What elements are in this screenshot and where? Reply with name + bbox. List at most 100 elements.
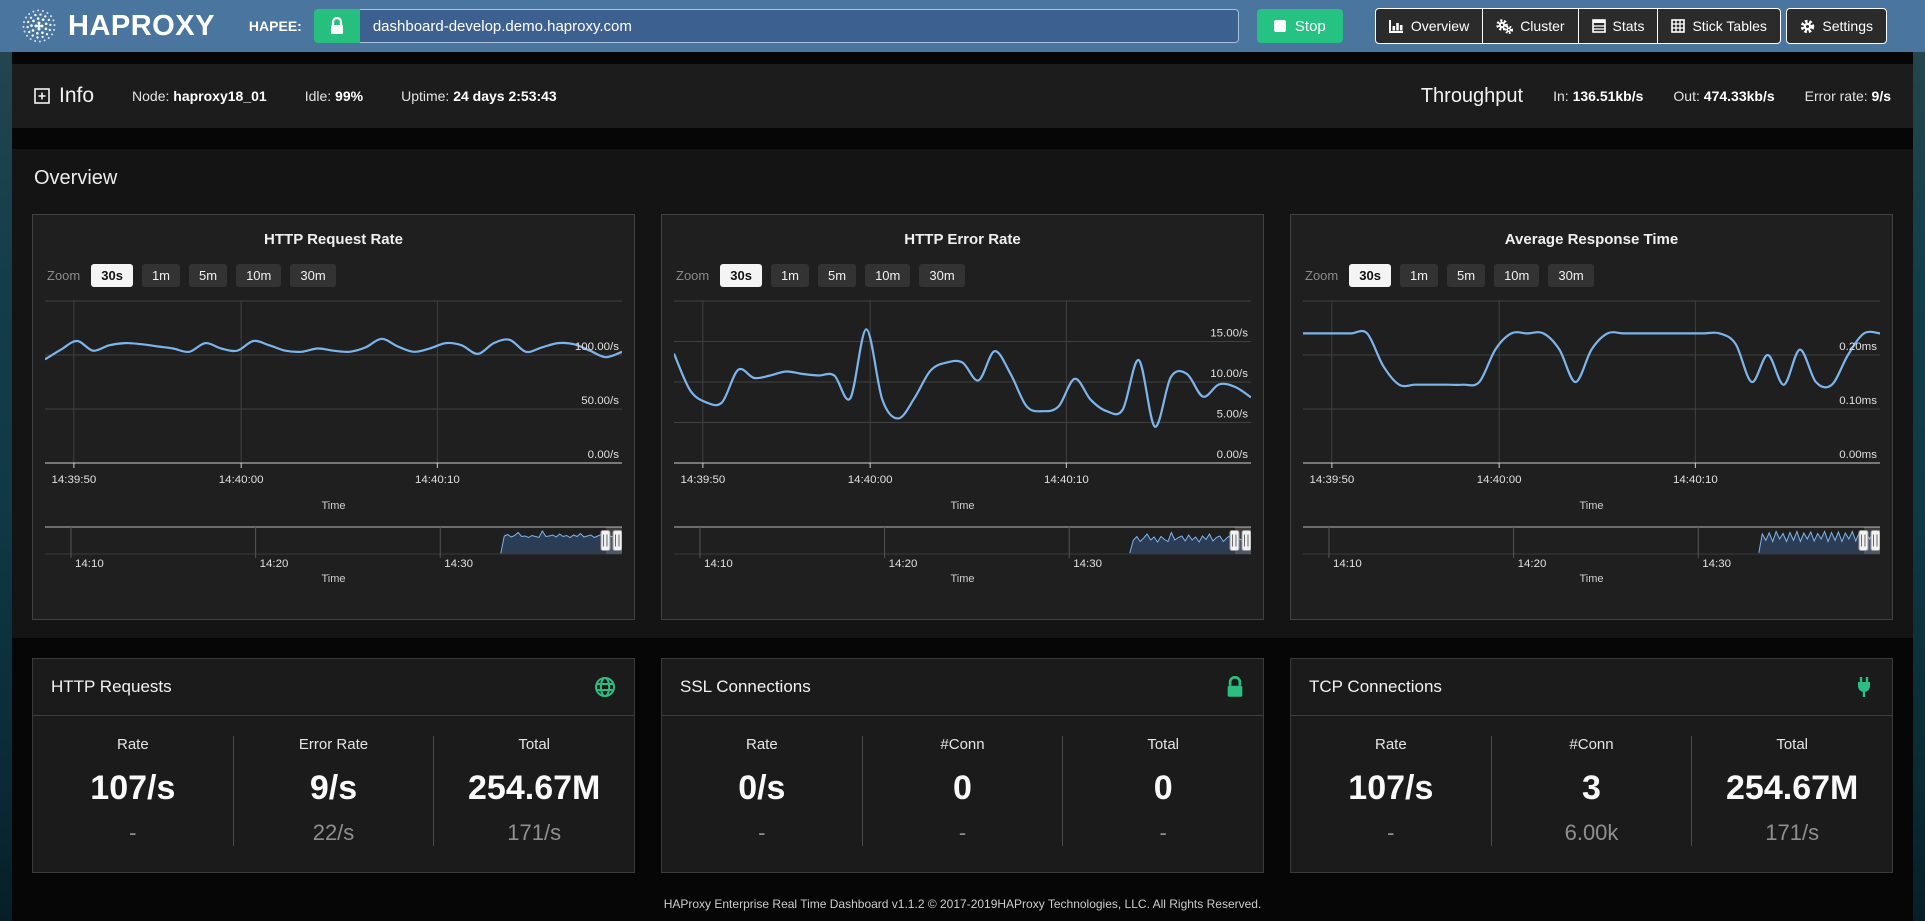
info-toggle[interactable]: Info <box>34 84 94 108</box>
metric-column: Error Rate9/s22/s <box>233 736 434 846</box>
y-axis-tick-label: 10.00/s <box>1210 368 1248 380</box>
card-title: SSL Connections <box>680 677 811 697</box>
page-title: Overview <box>34 167 1893 190</box>
haproxy-logo: HAPROXY <box>20 7 215 45</box>
zoom-control: Zoom30s1m5m10m30m <box>47 264 622 287</box>
metric-cards-row: HTTP Requests Rate107/s-Error Rate9/s22/… <box>12 658 1913 873</box>
chart-title: HTTP Request Rate <box>45 231 622 248</box>
metric-label: Rate <box>662 736 862 753</box>
info-bar: Info Node: haproxy18_01 Idle: 99% Uptime… <box>12 64 1913 128</box>
zoom-5m-button[interactable]: 5m <box>189 264 227 287</box>
node-info: Node: haproxy18_01 <box>132 88 267 104</box>
navigator-svg[interactable]: 14:1014:2014:30 <box>674 524 1251 570</box>
chart-panel-http-error-rate: HTTP Error Rate Zoom30s1m5m10m30m 14:39:… <box>661 214 1264 620</box>
navigator-tick-label: 14:10 <box>75 558 104 570</box>
uptime-info: Uptime: 24 days 2:53:43 <box>401 88 557 104</box>
haproxy-logo-icon <box>20 7 58 45</box>
metric-value: 0 <box>1063 769 1263 808</box>
throughput-title: Throughput <box>1421 85 1523 108</box>
stop-button[interactable]: Stop <box>1257 9 1343 43</box>
zoom-30s-button[interactable]: 30s <box>91 264 133 287</box>
throughput-in: In: 136.51kb/s <box>1553 88 1643 104</box>
metric-column: #Conn0- <box>862 736 1063 846</box>
top-bar: HAPROXY HAPEE: dashboard-develop.demo.ha… <box>0 0 1925 52</box>
nav-button-group: Overview Cluster Stats <box>1375 8 1781 44</box>
navigator-tick-label: 14:20 <box>1518 558 1547 570</box>
zoom-1m-button[interactable]: 1m <box>142 264 180 287</box>
zoom-label: Zoom <box>1305 268 1338 283</box>
metric-column: Rate 0/s - <box>662 736 862 846</box>
navigator-handle[interactable] <box>613 531 622 551</box>
zoom-1m-button[interactable]: 1m <box>771 264 809 287</box>
gears-icon <box>1496 19 1513 34</box>
settings-button[interactable]: Settings <box>1786 8 1887 44</box>
zoom-5m-button[interactable]: 5m <box>1447 264 1485 287</box>
navigator-tick-label: 14:20 <box>260 558 289 570</box>
x-axis-tick-label: 14:40:00 <box>219 474 264 486</box>
navigator-handle[interactable] <box>1871 531 1880 551</box>
metric-sub-value: - <box>662 820 862 846</box>
y-axis-tick-label: 5.00/s <box>1217 409 1249 421</box>
card-title: TCP Connections <box>1309 677 1442 697</box>
throughput-error-rate: Error rate: 9/s <box>1805 88 1891 104</box>
y-axis-tick-label: 50.00/s <box>581 395 619 407</box>
lock-button[interactable] <box>314 9 360 43</box>
zoom-30m-button[interactable]: 30m <box>290 264 335 287</box>
x-axis-tick-label: 14:39:50 <box>680 474 725 486</box>
y-axis-tick-label: 0.00ms <box>1839 449 1877 461</box>
navigator-axis-title: Time <box>45 573 622 585</box>
series-line <box>674 329 1251 426</box>
metric-value: 107/s <box>33 769 233 808</box>
x-axis-title: Time <box>674 500 1251 512</box>
card-http-requests: HTTP Requests Rate107/s-Error Rate9/s22/… <box>32 658 635 873</box>
metric-sub-value: - <box>863 820 1063 846</box>
zoom-30m-button[interactable]: 30m <box>1548 264 1593 287</box>
navigator-tick-label: 14:30 <box>1702 558 1731 570</box>
y-axis-tick-label: 15.00/s <box>1210 328 1248 340</box>
y-axis-tick-label: 0.10ms <box>1839 395 1877 407</box>
metric-column: Total254.67M171/s <box>1691 736 1892 846</box>
x-axis-tick-label: 14:40:10 <box>1673 474 1718 486</box>
x-axis-tick-label: 14:40:10 <box>1044 474 1089 486</box>
zoom-10m-button[interactable]: 10m <box>865 264 910 287</box>
y-axis-tick-label: 0.20ms <box>1839 341 1877 353</box>
zoom-30m-button[interactable]: 30m <box>919 264 964 287</box>
zoom-10m-button[interactable]: 10m <box>236 264 281 287</box>
navigator-handle[interactable] <box>1230 531 1239 551</box>
metric-column: #Conn36.00k <box>1491 736 1692 846</box>
zoom-1m-button[interactable]: 1m <box>1400 264 1438 287</box>
navigator-axis-title: Time <box>674 573 1251 585</box>
throughput-out: Out: 474.33kb/s <box>1673 88 1774 104</box>
zoom-label: Zoom <box>676 268 709 283</box>
metric-value: 9/s <box>234 769 434 808</box>
metric-column: Rate107/s- <box>1291 736 1491 846</box>
x-axis-tick-label: 14:39:50 <box>51 474 96 486</box>
zoom-30s-button[interactable]: 30s <box>720 264 762 287</box>
navigator-handle[interactable] <box>1242 531 1251 551</box>
nav-stats-button[interactable]: Stats <box>1578 8 1659 44</box>
navigator-svg[interactable]: 14:1014:2014:30 <box>1303 524 1880 570</box>
navigator-handle[interactable] <box>601 531 610 551</box>
nav-cluster-button[interactable]: Cluster <box>1482 8 1578 44</box>
table-icon <box>1592 19 1606 33</box>
metric-column: Total254.67M171/s <box>433 736 634 846</box>
navigator-handle[interactable] <box>1859 531 1868 551</box>
metric-sub-value: - <box>1291 820 1491 846</box>
nav-stick-tables-button[interactable]: Stick Tables <box>1657 8 1780 44</box>
zoom-5m-button[interactable]: 5m <box>818 264 856 287</box>
plug-icon <box>1854 676 1874 698</box>
metric-label: #Conn <box>1492 736 1692 753</box>
gear-icon <box>1800 19 1815 34</box>
zoom-30s-button[interactable]: 30s <box>1349 264 1391 287</box>
navigator-svg[interactable]: 14:1014:2014:30 <box>45 524 622 570</box>
metric-value: 0/s <box>662 769 862 808</box>
series-line <box>45 339 622 360</box>
url-input[interactable]: dashboard-develop.demo.haproxy.com <box>360 9 1239 43</box>
charts-row: HTTP Request Rate Zoom 30s 1m 5m 10m 30m 14:3… <box>32 214 1893 620</box>
plus-square-icon <box>34 88 50 104</box>
metric-value: 3 <box>1492 769 1692 808</box>
content-wrapper: Info Node: haproxy18_01 Idle: 99% Uptime… <box>12 52 1913 921</box>
nav-overview-button[interactable]: Overview <box>1375 8 1483 44</box>
footer-text: HAProxy Enterprise Real Time Dashboard v… <box>12 873 1913 921</box>
zoom-10m-button[interactable]: 10m <box>1494 264 1539 287</box>
